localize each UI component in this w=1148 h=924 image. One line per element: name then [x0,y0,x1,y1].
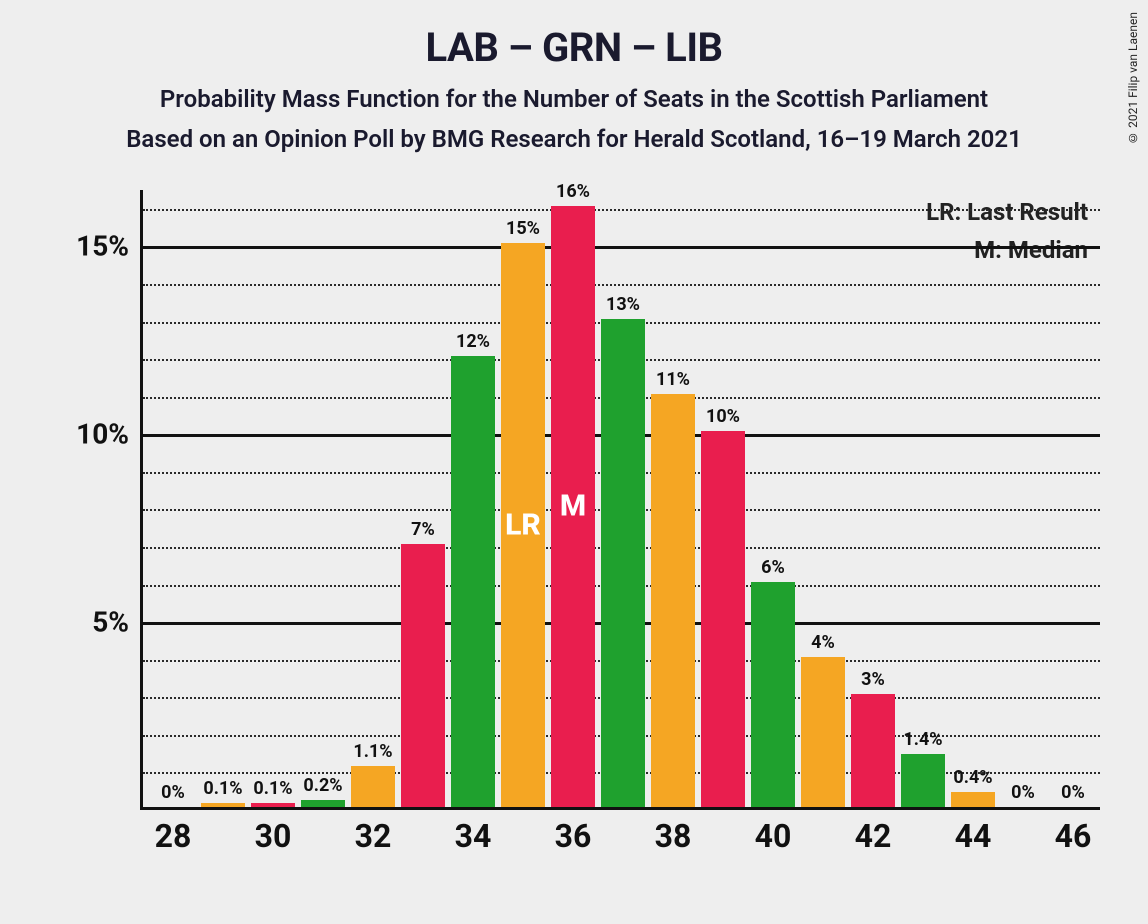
x-tick-label: 46 [1055,807,1092,855]
bar: 1.1% [351,766,395,807]
bar-value-label: 12% [456,331,490,356]
bar: 15%LR [501,243,545,807]
chart-title: LAB – GRN – LIB [0,24,1148,71]
bar-inner-label: LR [505,508,541,543]
bar-value-label: 7% [411,519,435,544]
bar: 12% [451,356,495,807]
bar: 16%M [551,206,595,807]
bar-value-label: 0.1% [203,778,242,803]
bar: 11% [651,394,695,807]
bar: 1.4% [901,754,945,807]
bar-value-label: 1.4% [903,729,942,754]
bar: 7% [401,544,445,807]
chart-header: LAB – GRN – LIB Probability Mass Functio… [0,0,1148,153]
bar-value-label: 10% [706,406,740,431]
bar-value-label: 1.1% [353,741,392,766]
bar-value-label: 4% [811,632,835,657]
bar: 6% [751,582,795,807]
bar-value-label: 16% [556,181,590,206]
copyright-text: © 2021 Filip van Laenen [1126,12,1140,145]
bar-value-label: 3% [861,669,885,694]
y-tick-label: 5% [92,606,143,639]
chart-subtitle-1: Probability Mass Function for the Number… [0,85,1148,113]
bar-value-label: 0.2% [303,775,342,800]
grid-minor [143,284,1100,286]
bar-value-label: 11% [656,369,690,394]
grid-major [143,246,1100,249]
bar-value-label: 6% [761,557,785,582]
y-tick-label: 15% [76,230,143,263]
y-tick-label: 10% [76,418,143,451]
x-tick-label: 36 [555,807,592,855]
bar: 10% [701,431,745,807]
bar-value-label: 0% [1011,782,1035,807]
bar-value-label: 0.1% [253,778,292,803]
legend-m: M: Median [926,236,1088,264]
grid-minor [143,209,1100,211]
plot-area: LR: Last Result M: Median 5%10%15%283032… [140,190,1100,810]
bar-value-label: 0% [161,782,185,807]
bar: 4% [801,657,845,807]
bar: 0.2% [301,800,345,808]
bar-value-label: 0.4% [953,767,992,792]
x-tick-label: 40 [755,807,792,855]
x-tick-label: 28 [155,807,192,855]
legend-lr: LR: Last Result [926,198,1088,226]
bar-value-label: 0% [1061,782,1085,807]
x-tick-label: 44 [955,807,992,855]
x-tick-label: 34 [455,807,492,855]
x-tick-label: 32 [355,807,392,855]
bar: 13% [601,319,645,807]
x-tick-label: 38 [655,807,692,855]
bar: 0.1% [251,803,295,807]
bar-value-label: 13% [606,294,640,319]
bar: 0.1% [201,803,245,807]
x-tick-label: 30 [255,807,292,855]
chart-subtitle-2: Based on an Opinion Poll by BMG Research… [0,125,1148,153]
x-tick-label: 42 [855,807,892,855]
bar-value-label: 15% [506,218,540,243]
bar-inner-label: M [560,489,586,524]
chart-area: LR: Last Result M: Median 5% 10% 15% 28 30 32… [60,190,1120,870]
bar: 3% [851,694,895,807]
bar: 0.4% [951,792,995,807]
